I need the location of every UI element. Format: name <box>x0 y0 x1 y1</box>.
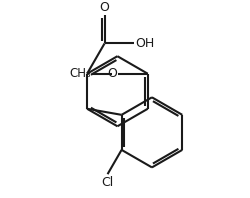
Text: OH: OH <box>135 37 154 50</box>
Text: CH₃: CH₃ <box>69 67 91 80</box>
Text: O: O <box>108 67 118 80</box>
Text: O: O <box>100 1 110 14</box>
Text: Cl: Cl <box>102 176 114 189</box>
